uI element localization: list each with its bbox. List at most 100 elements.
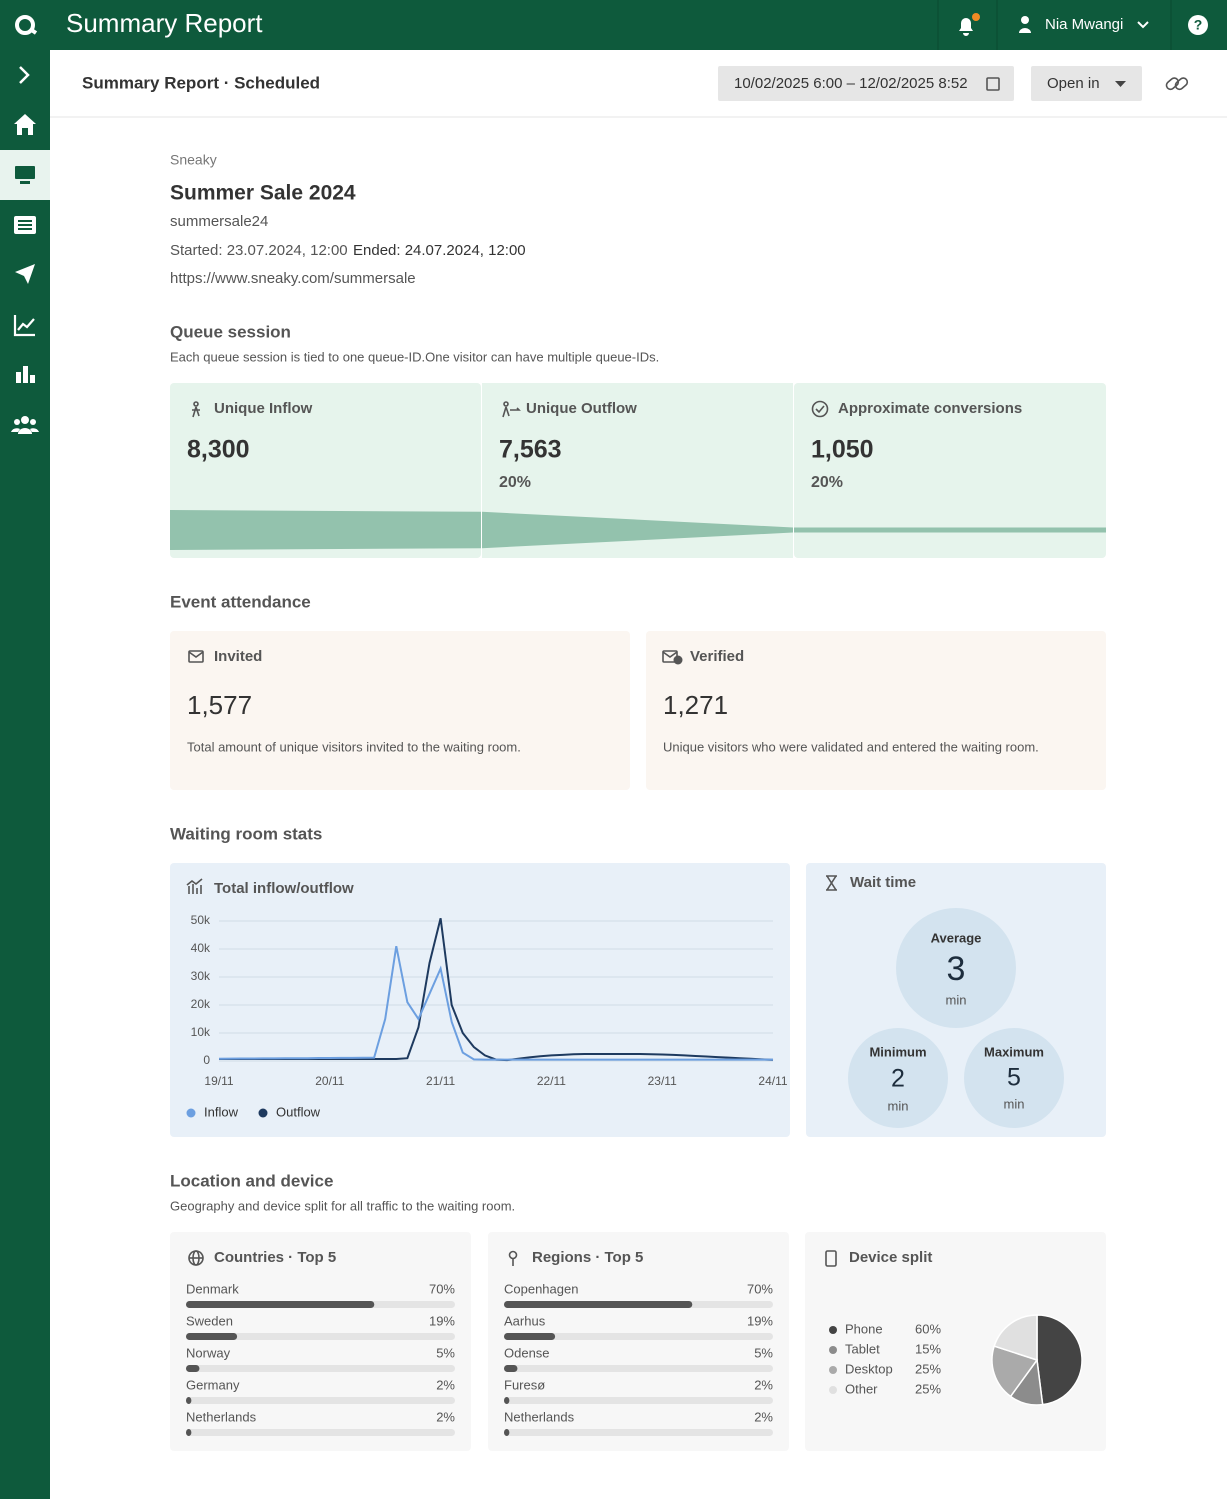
bar-track bbox=[504, 1365, 773, 1372]
started: Started: 23.07.2024, 12:00 bbox=[170, 242, 348, 259]
bar-value: 5% bbox=[754, 1345, 773, 1360]
legend-label: Tablet bbox=[845, 1341, 880, 1356]
section-description: Each queue session is tied to one queue-… bbox=[170, 349, 659, 364]
ended: Ended: 24.07.2024, 12:00 bbox=[353, 242, 526, 259]
bar-label: Netherlands bbox=[186, 1409, 257, 1424]
card-label: Wait time bbox=[850, 874, 916, 891]
bar-label: Copenhagen bbox=[504, 1281, 578, 1296]
y-tick-label: 50k bbox=[191, 913, 211, 927]
people-icon[interactable] bbox=[11, 416, 39, 434]
legend-dot bbox=[829, 1386, 837, 1394]
funnel-segment bbox=[794, 527, 1106, 533]
card-description: Unique visitors who were validated and e… bbox=[663, 739, 1039, 754]
bar-track bbox=[504, 1397, 773, 1404]
bar-value: 19% bbox=[747, 1313, 773, 1328]
section-title: Waiting room stats bbox=[170, 824, 322, 843]
card-label: Countries · Top 5 bbox=[214, 1249, 336, 1266]
attendance-cards bbox=[170, 631, 1106, 790]
open-in[interactable]: Open in bbox=[1047, 75, 1100, 92]
send-icon[interactable] bbox=[15, 264, 35, 284]
chevron[interactable] bbox=[1137, 21, 1149, 29]
bar-label: Furesø bbox=[504, 1377, 545, 1392]
bar-value: 2% bbox=[754, 1377, 773, 1392]
bar bbox=[504, 1397, 510, 1404]
legend-dot bbox=[829, 1326, 837, 1334]
bar-label: Germany bbox=[186, 1377, 240, 1392]
x-tick-label: 19/11 bbox=[204, 1074, 233, 1088]
bar-track bbox=[186, 1429, 455, 1436]
location-icons bbox=[188, 1250, 837, 1267]
bell-icon[interactable] bbox=[959, 18, 973, 36]
bar-label: Denmark bbox=[186, 1281, 239, 1296]
card-value: 1,050 bbox=[811, 436, 874, 464]
bar-track bbox=[504, 1429, 773, 1436]
user-name[interactable]: Nia Mwangi bbox=[1045, 16, 1123, 33]
legend-value: 15% bbox=[915, 1341, 941, 1356]
funnel-segment bbox=[170, 510, 481, 550]
chart-icon bbox=[186, 878, 203, 894]
card-value: 1,577 bbox=[187, 690, 252, 720]
link-icon[interactable] bbox=[1165, 76, 1189, 91]
bar bbox=[504, 1301, 693, 1308]
y-tick-label: 0 bbox=[203, 1053, 210, 1067]
expand-icon[interactable] bbox=[19, 66, 30, 84]
y-tick-label: 40k bbox=[191, 941, 211, 955]
bar-track bbox=[186, 1397, 455, 1404]
app-title: Summary Report bbox=[66, 8, 263, 38]
bar-track bbox=[186, 1333, 455, 1340]
x-tick-label: 24/11 bbox=[758, 1074, 787, 1088]
top-dividers bbox=[937, 0, 1172, 50]
card-share: 20% bbox=[499, 474, 531, 491]
bar bbox=[504, 1333, 556, 1340]
caret bbox=[1115, 81, 1126, 87]
card-label: Approximate conversions bbox=[838, 400, 1022, 417]
list-icon bbox=[18, 220, 32, 230]
wait-unit: min bbox=[1004, 1096, 1025, 1111]
pie-slice bbox=[1036, 1314, 1083, 1406]
wait-unit: min bbox=[946, 992, 967, 1007]
wait-circles bbox=[848, 908, 1064, 1128]
bar-value: 2% bbox=[436, 1409, 455, 1424]
section-title: Event attendance bbox=[170, 592, 311, 611]
wait-value: 3 bbox=[947, 950, 966, 988]
location-cards bbox=[170, 1232, 1106, 1451]
section-title: Location and device bbox=[170, 1171, 333, 1190]
logo[interactable] bbox=[15, 15, 35, 35]
event-id: summersale24 bbox=[170, 213, 268, 230]
card-value: 7,563 bbox=[499, 436, 562, 464]
monitor-icon bbox=[15, 166, 35, 179]
home-icon[interactable] bbox=[14, 114, 36, 135]
x-tick-label: 22/11 bbox=[537, 1074, 566, 1088]
y-tick-label: 30k bbox=[191, 969, 211, 983]
card-label: Verified bbox=[690, 648, 744, 665]
legend-dot bbox=[829, 1346, 837, 1354]
wait-label: Average bbox=[931, 930, 982, 945]
bar-value: 70% bbox=[747, 1281, 773, 1296]
section-title: Queue session bbox=[170, 322, 291, 341]
bar-track bbox=[186, 1365, 455, 1372]
chart-card bbox=[170, 863, 790, 1137]
date-range[interactable]: 10/02/2025 6:00 – 12/02/2025 8:52 bbox=[734, 75, 968, 92]
bar-value: 70% bbox=[429, 1281, 455, 1296]
open-in-button[interactable] bbox=[1031, 66, 1142, 101]
wait-label: Minimum bbox=[869, 1044, 926, 1059]
date-picker[interactable] bbox=[718, 66, 1014, 101]
user-icon[interactable] bbox=[1019, 28, 1031, 33]
y-tick-label: 20k bbox=[191, 997, 211, 1011]
trend-icon[interactable] bbox=[13, 315, 35, 337]
help-icon[interactable] bbox=[1188, 15, 1208, 35]
logo bbox=[28, 27, 38, 35]
pie-slice bbox=[991, 1345, 1039, 1398]
x-tick-label: 23/11 bbox=[648, 1074, 677, 1088]
card-label: Unique Outflow bbox=[526, 400, 637, 417]
card-icons bbox=[192, 400, 829, 418]
bar-label: Netherlands bbox=[504, 1409, 575, 1424]
event-url: https://www.sneaky.com/summersale bbox=[170, 270, 416, 287]
legend-dot bbox=[186, 1108, 196, 1118]
bars-icon[interactable] bbox=[16, 366, 35, 383]
top-bar bbox=[0, 0, 1227, 50]
pie-slice bbox=[993, 1314, 1038, 1362]
y-tick-label: 10k bbox=[191, 1025, 211, 1039]
notification-dot bbox=[972, 13, 980, 21]
legend-value: 25% bbox=[915, 1381, 941, 1396]
